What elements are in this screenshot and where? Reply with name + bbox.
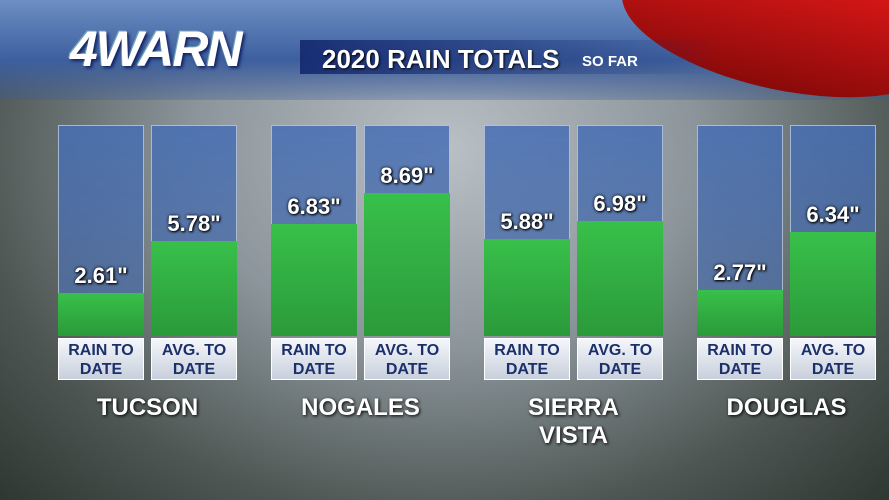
value-label: 5.88" xyxy=(500,209,554,235)
series-label: RAIN TO DATE xyxy=(697,338,783,380)
value-label: 8.69" xyxy=(380,163,434,188)
series-label: RAIN TO DATE xyxy=(58,338,144,380)
bar xyxy=(790,231,876,336)
series-label: AVG. TO DATE xyxy=(364,338,450,380)
bar xyxy=(697,290,783,336)
series-label: AVG. TO DATE xyxy=(577,338,663,380)
value-label: 2.77" xyxy=(713,260,767,286)
category-label: NOGALES xyxy=(301,394,420,421)
logo: 4WARN xyxy=(70,21,243,77)
bar xyxy=(271,223,357,336)
chart-subtitle: SO FAR xyxy=(582,53,638,70)
chart-title: 2020 RAIN TOTALS xyxy=(322,44,560,74)
value-label: 6.98" xyxy=(593,191,647,217)
series-label: AVG. TO DATE xyxy=(790,338,876,380)
bar xyxy=(58,293,144,336)
series-label: RAIN TO DATE xyxy=(484,338,570,380)
bar xyxy=(484,239,570,336)
series-label: AVG. TO DATE xyxy=(151,338,237,380)
value-label: 6.34" xyxy=(806,201,860,227)
series-label: RAIN TO DATE xyxy=(271,338,357,380)
category-label: DOUGLAS xyxy=(726,394,847,421)
category-label: SIERRA VISTA xyxy=(528,394,619,449)
bar xyxy=(151,240,237,336)
value-label: 6.83" xyxy=(287,193,341,219)
value-label: 2.61" xyxy=(74,263,128,289)
value-label: 5.78" xyxy=(167,210,221,236)
bar xyxy=(364,193,450,336)
bar xyxy=(577,221,663,336)
category-label: TUCSON xyxy=(96,394,199,421)
title-bar xyxy=(300,40,720,74)
